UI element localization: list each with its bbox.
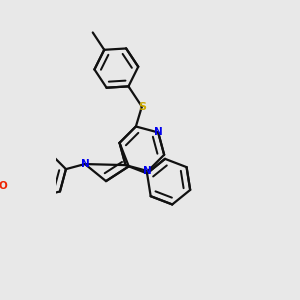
Text: O: O	[0, 181, 7, 191]
Text: N: N	[80, 159, 89, 169]
Text: N: N	[143, 166, 152, 176]
Text: N: N	[154, 128, 163, 137]
Text: S: S	[138, 102, 146, 112]
